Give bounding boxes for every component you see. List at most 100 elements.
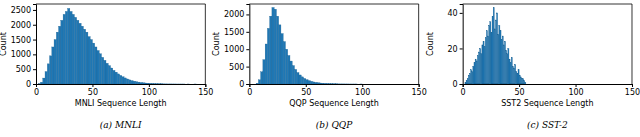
bar (337, 83, 339, 84)
bar (349, 83, 351, 84)
bar (473, 66, 474, 84)
bar (500, 31, 501, 84)
bar (310, 81, 312, 84)
bar (313, 82, 315, 84)
tick-label: 0 (34, 88, 39, 97)
frame (418, 4, 419, 84)
bar (120, 75, 122, 84)
bar (283, 42, 285, 84)
frame (249, 4, 418, 5)
frame (463, 4, 632, 5)
bar (506, 50, 507, 84)
bar (499, 25, 500, 84)
bar (518, 70, 519, 84)
bar (124, 78, 126, 84)
tick-mark (33, 54, 36, 55)
bar (335, 83, 337, 84)
bar (92, 43, 94, 84)
bar (167, 83, 169, 84)
tick-label: 1500 (224, 28, 244, 37)
bar (160, 83, 162, 84)
tick: 50 (515, 84, 525, 97)
bar (512, 66, 513, 84)
tick-label: 150 (625, 88, 640, 97)
bar (111, 68, 113, 84)
axis-line (33, 5, 37, 85)
bar (477, 56, 478, 84)
tick-label: 1500 (11, 36, 31, 45)
bar (476, 61, 477, 84)
bar (519, 75, 520, 84)
bar (288, 55, 290, 84)
bar (108, 66, 110, 84)
bar (306, 80, 308, 84)
bar (503, 45, 504, 84)
bar (194, 83, 196, 84)
tick-label: 50 (301, 88, 311, 97)
bar (178, 83, 180, 84)
bar (90, 40, 92, 84)
axis-line (37, 85, 206, 88)
tick-label: 1000 (224, 45, 244, 54)
bar (106, 63, 108, 84)
bar (301, 77, 303, 84)
tick: 150 (625, 84, 640, 97)
bar (520, 77, 521, 84)
bar (276, 16, 278, 84)
bar (56, 32, 58, 84)
bar (322, 83, 324, 84)
tick-mark (460, 13, 463, 14)
bar (149, 83, 151, 84)
bar (521, 79, 522, 84)
bar (265, 44, 267, 84)
tick-mark (92, 84, 93, 87)
bar (151, 83, 153, 84)
tick: 100 (568, 84, 583, 97)
tick: 0 (239, 80, 249, 89)
bar (333, 83, 335, 84)
bar (115, 72, 117, 84)
frame (205, 4, 206, 84)
bar (297, 73, 299, 84)
caption: (a) MNLI (100, 120, 142, 130)
frame (36, 4, 205, 5)
bar (263, 60, 265, 84)
tick-mark (149, 84, 150, 87)
tick-mark (519, 84, 520, 87)
tick-label: 0 (461, 88, 466, 97)
y-axis: 05001000150020002500 (11, 5, 37, 90)
bar (317, 83, 319, 84)
tick: 100 (142, 84, 157, 97)
tick-mark (205, 84, 206, 87)
axis-line (463, 85, 632, 88)
bar (478, 52, 479, 84)
bar (187, 83, 189, 84)
bar (474, 63, 475, 84)
tick: 500 (16, 65, 36, 74)
bar (465, 82, 466, 84)
bar (308, 81, 310, 84)
bars (256, 7, 362, 84)
frame (632, 4, 633, 84)
tick-label: 20 (447, 45, 457, 54)
tick-label: 0 (26, 80, 31, 89)
tick-label: 50 (515, 88, 525, 97)
bar (165, 83, 167, 84)
bar (494, 29, 495, 84)
caption: (b) QQP (316, 120, 353, 130)
bar (502, 36, 503, 84)
axis-line (246, 5, 250, 85)
tick: 100 (355, 84, 370, 97)
bar (95, 47, 97, 84)
bar (285, 49, 287, 84)
x-axis-title: QQP Sequence Length (289, 99, 379, 108)
tick-mark (246, 84, 249, 85)
bar (192, 84, 194, 85)
bar (126, 79, 128, 84)
bar (180, 83, 182, 84)
bar (135, 82, 137, 84)
bar (50, 56, 52, 84)
bar (72, 14, 74, 84)
bar (292, 66, 294, 84)
bar (147, 83, 149, 84)
